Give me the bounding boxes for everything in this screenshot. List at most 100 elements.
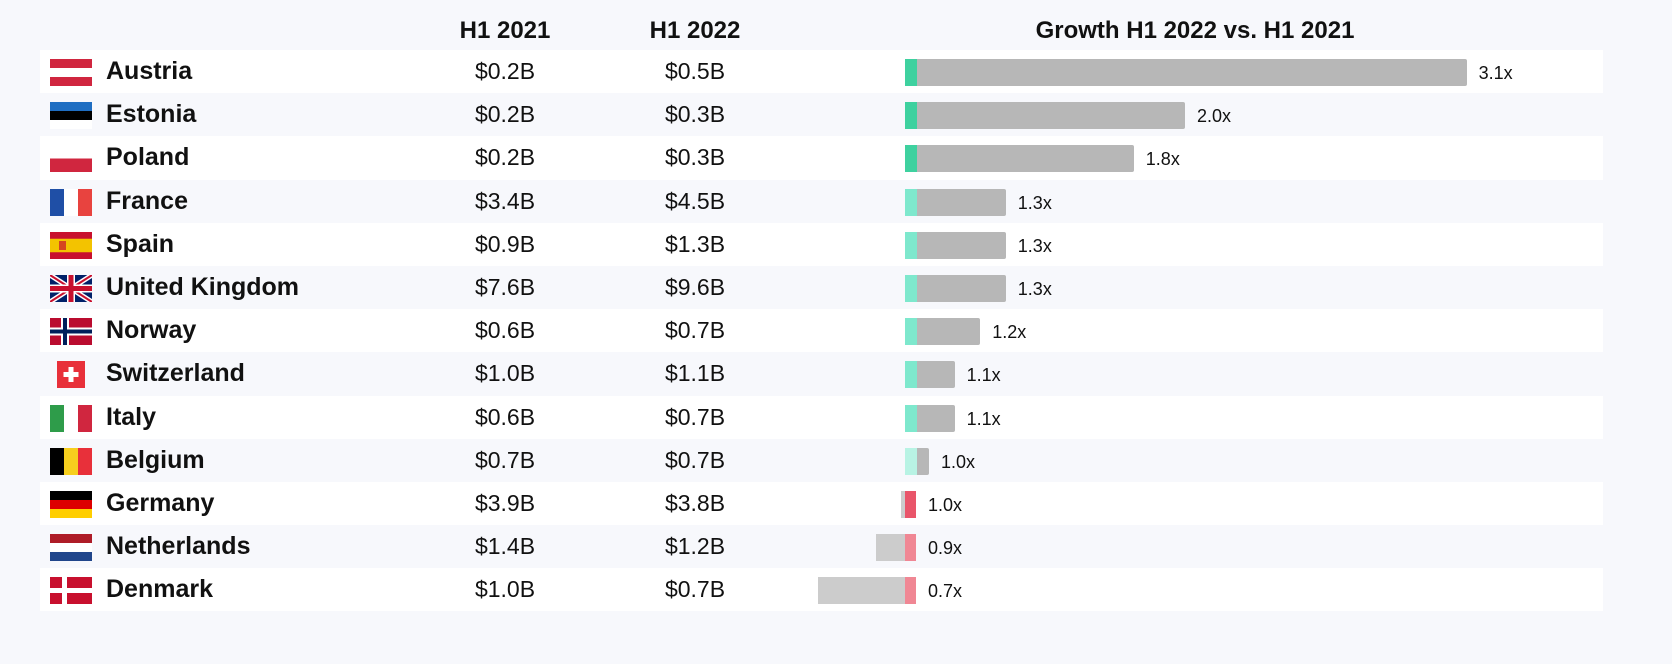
growth-label: 0.9x	[928, 538, 963, 559]
table-row: Switzerland $1.0B $1.1B 1.1x	[40, 352, 1603, 396]
value-h1-2022: $1.1B	[664, 360, 726, 387]
growth-label: 1.3x	[1017, 235, 1052, 256]
column-header-h1-2021: H1 2021	[459, 17, 551, 44]
value-h1-2021: $1.0B	[474, 576, 536, 603]
growth-accent	[905, 102, 917, 130]
growth-accent	[905, 188, 917, 216]
column-header-h1-2022: H1 2022	[649, 17, 741, 44]
estonia-flag-icon	[50, 102, 92, 130]
growth-label: 1.0x	[941, 451, 976, 472]
country-name: Belgium	[106, 445, 205, 474]
table-row: United Kingdom $7.6B $9.6B 1.3x	[40, 265, 1603, 310]
value-h1-2021: $0.9B	[474, 230, 536, 257]
country-name: Italy	[106, 402, 157, 431]
value-h1-2022: $3.8B	[664, 489, 726, 516]
spain-flag-icon	[50, 231, 92, 259]
growth-bar	[905, 231, 1006, 259]
table-row: Denmark $1.0B $0.7B 0.7x	[40, 568, 1603, 612]
country-name: Denmark	[106, 575, 213, 604]
value-h1-2021: $0.7B	[474, 446, 536, 473]
germany-flag-icon	[50, 490, 92, 518]
table-row: Norway $0.6B $0.7B 1.2x	[40, 309, 1603, 353]
denmark-flag-icon	[50, 577, 92, 605]
growth-accent	[905, 231, 917, 259]
growth-label: 1.0x	[928, 494, 963, 515]
value-h1-2022: $0.7B	[664, 446, 726, 473]
country-name: Norway	[106, 316, 197, 345]
table-row: Estonia $0.2B $0.3B 2.0x	[40, 93, 1603, 137]
value-h1-2022: $0.5B	[664, 58, 726, 84]
growth-bar	[905, 318, 981, 346]
growth-bar	[905, 274, 1006, 302]
country-name: Netherlands	[106, 532, 251, 561]
growth-accent	[905, 404, 917, 432]
growth-bar	[905, 145, 1134, 173]
table-row: Austria $0.2B $0.5B 3.1x	[40, 50, 1603, 94]
growth-accent	[905, 274, 917, 302]
value-h1-2021: $7.6B	[474, 273, 536, 300]
decline-accent	[905, 577, 916, 605]
value-h1-2021: $3.4B	[474, 187, 536, 214]
growth-label: 2.0x	[1197, 106, 1232, 127]
value-h1-2021: $0.2B	[474, 101, 536, 128]
growth-label: 1.2x	[992, 322, 1027, 343]
value-h1-2022: $0.7B	[664, 403, 726, 430]
growth-label: 1.1x	[966, 365, 1001, 386]
france-flag-icon	[50, 188, 92, 216]
value-h1-2021: $1.0B	[474, 360, 536, 387]
italy-flag-icon	[50, 404, 92, 432]
table-row: Netherlands $1.4B $1.2B 0.9x	[40, 525, 1603, 569]
norway-flag-icon	[50, 318, 92, 346]
value-h1-2021: $0.6B	[474, 403, 536, 430]
growth-accent	[905, 361, 917, 389]
value-h1-2022: $9.6B	[664, 273, 726, 300]
decline-accent	[905, 490, 916, 518]
country-name: Spain	[106, 229, 175, 258]
growth-label: 0.7x	[928, 581, 963, 602]
country-name: France	[106, 186, 188, 215]
uk-flag-icon	[50, 274, 92, 302]
growth-accent	[905, 318, 917, 346]
column-header-growth: Growth H1 2022 vs. H1 2021	[1035, 17, 1355, 44]
austria-flag-icon	[50, 59, 92, 86]
decline-bar	[818, 577, 905, 605]
growth-accent	[905, 59, 917, 86]
country-name: Switzerland	[106, 359, 245, 388]
value-h1-2022: $0.7B	[664, 576, 726, 603]
poland-flag-icon	[50, 145, 92, 173]
growth-bar	[905, 188, 1006, 216]
value-h1-2022: $0.3B	[664, 101, 726, 128]
value-h1-2021: $0.6B	[474, 317, 536, 344]
table-row: Germany $3.9B $3.8B 1.0x	[40, 481, 1603, 526]
growth-label: 1.1x	[966, 408, 1001, 429]
table-row: Italy $0.6B $0.7B 1.1x	[40, 395, 1603, 439]
table-row: Spain $0.9B $1.3B 1.3x	[40, 222, 1603, 266]
value-h1-2022: $1.2B	[664, 533, 726, 560]
table-row: France $3.4B $4.5B 1.3x	[40, 179, 1603, 223]
table-row: Belgium $0.7B $0.7B 1.0x	[40, 438, 1603, 482]
growth-accent	[905, 447, 917, 475]
country-name: Austria	[106, 57, 193, 85]
value-h1-2022: $4.5B	[664, 187, 726, 214]
growth-label: 1.3x	[1017, 278, 1052, 299]
country-name: Poland	[106, 143, 190, 172]
growth-label: 1.8x	[1145, 149, 1180, 170]
country-name: Germany	[106, 488, 215, 517]
netherlands-flag-icon	[50, 534, 92, 562]
growth-label: 1.3x	[1017, 192, 1052, 213]
growth-accent	[905, 145, 917, 173]
decline-bar	[901, 490, 905, 518]
decline-accent	[905, 534, 916, 562]
table-row: Poland $0.2B $0.3B 1.8x	[40, 136, 1603, 180]
growth-table: Austria $0.2B $0.5B 3.1x Estonia $0.2B $0.3B 2.…	[40, 50, 1603, 612]
decline-bar	[876, 534, 905, 562]
value-h1-2021: $3.9B	[474, 489, 536, 516]
growth-bar	[905, 59, 1467, 86]
value-h1-2022: $1.3B	[664, 230, 726, 257]
value-h1-2021: $0.2B	[474, 144, 536, 171]
switzerland-flag-icon	[50, 361, 92, 389]
value-h1-2022: $0.7B	[664, 317, 726, 344]
growth-bar	[905, 102, 1185, 130]
country-name: Estonia	[106, 100, 197, 129]
value-h1-2021: $0.2B	[474, 58, 536, 84]
